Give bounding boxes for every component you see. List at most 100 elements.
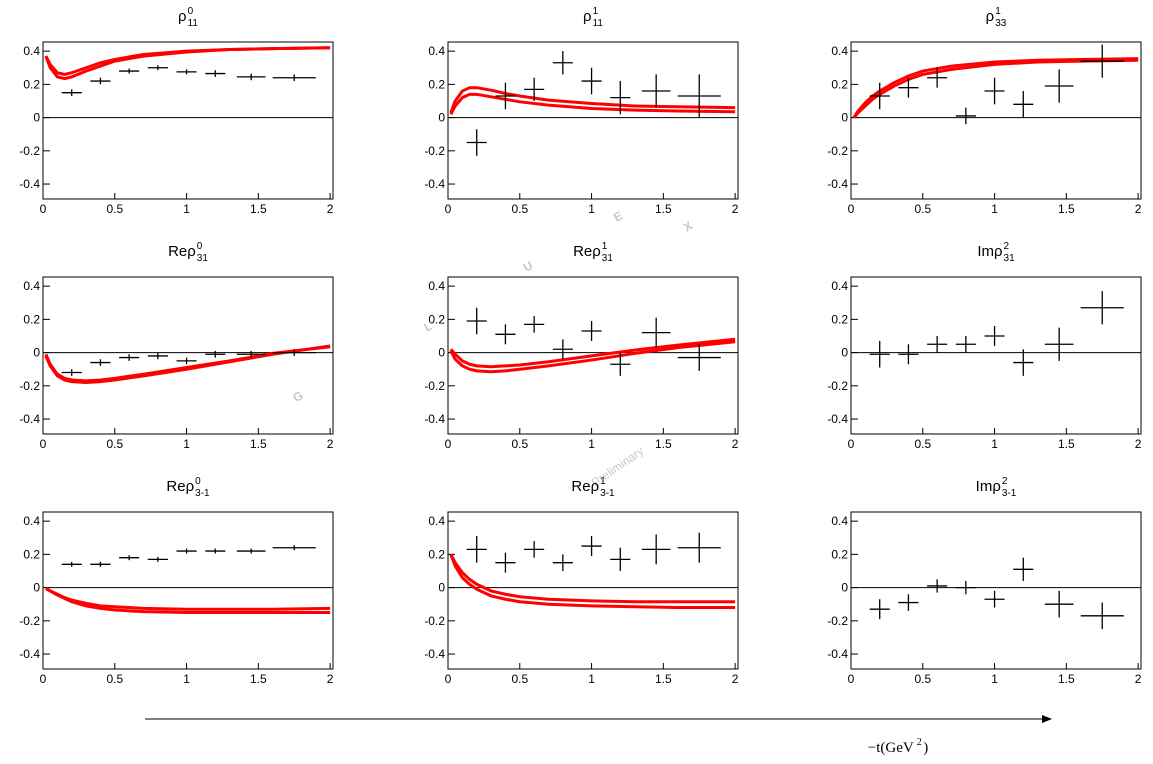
logo-letter: X [681, 218, 695, 234]
title-group: −t(GeV 2) [868, 737, 929, 756]
x-tick-label: 0 [40, 437, 47, 451]
y-tick-label: -0.4 [424, 647, 445, 661]
x-tick-label: 1.5 [250, 672, 267, 686]
x-tick-label: 0.5 [511, 437, 528, 451]
y-tick-label: 0 [438, 346, 445, 360]
title-sup: 1 [602, 241, 608, 252]
x-tick-label: 2 [732, 437, 739, 451]
x-tick-label: 2 [327, 672, 334, 686]
x-tick-label: 2 [1135, 437, 1142, 451]
x-tick-label: 0.5 [511, 202, 528, 216]
title-sup: 0 [197, 241, 203, 252]
title-sup: 2 [1002, 476, 1008, 487]
model-curve [449, 337, 736, 369]
title-base: Imρ [976, 478, 1001, 495]
y-tick-label: 0.2 [831, 312, 848, 326]
x-tick-label: 1.5 [655, 202, 672, 216]
title-sup: 1 [600, 476, 606, 487]
title-group: Imρ 231 [977, 241, 1015, 264]
logo-letter: E [611, 208, 625, 224]
title-sup: 2 [917, 737, 922, 748]
title-group: ρ 133 [986, 6, 1007, 29]
title-group: Reρ 131 [573, 241, 613, 264]
title-base: Reρ [573, 243, 601, 260]
x-tick-label: 2 [327, 437, 334, 451]
y-tick-label: -0.2 [424, 144, 445, 158]
title-base: ρ [986, 8, 995, 25]
title-sup: 0 [188, 6, 194, 17]
plot-frame [42, 276, 334, 435]
x-tick-label: 1 [183, 437, 190, 451]
x-tick-label: 1 [991, 437, 998, 451]
x-tick-label: 2 [1135, 202, 1142, 216]
title-group: ρ 111 [583, 6, 603, 29]
title-sub: 31 [602, 253, 614, 264]
model-curve [45, 587, 331, 615]
title-sup: 2 [1004, 241, 1010, 252]
y-tick-label: -0.2 [19, 379, 40, 393]
y-tick-label: 0.2 [831, 77, 848, 91]
plot-frame [42, 511, 334, 670]
x-tick-label: 2 [327, 202, 334, 216]
y-tick-label: 0 [841, 581, 848, 595]
label-end: ) [923, 740, 928, 756]
y-tick-label: -0.4 [424, 177, 445, 191]
x-tick-label: 0.5 [914, 202, 931, 216]
title-sub: 31 [1004, 253, 1016, 264]
y-tick-label: -0.2 [19, 614, 40, 628]
title-sup: 0 [195, 476, 201, 487]
title-group: Reρ 13-1 [571, 476, 615, 499]
y-tick-label: 0.4 [831, 514, 848, 528]
x-tick-label: 1 [183, 672, 190, 686]
x-tick-label: 0.5 [106, 437, 123, 451]
x-tick-label: 0 [445, 437, 452, 451]
x-tick-label: 0 [848, 672, 855, 686]
title-sup: 1 [593, 6, 599, 17]
y-tick-label: 0.2 [23, 77, 40, 91]
panel: Imρ 23-10 0.5 1 1.5 2-0.4-0.200.20.4 [827, 476, 1141, 686]
x-tick-label: 0.5 [106, 672, 123, 686]
y-tick-label: -0.4 [19, 647, 40, 661]
title-sub: 3-1 [1002, 488, 1017, 499]
y-tick-label: 0.4 [831, 44, 848, 58]
title-base: Reρ [166, 478, 194, 495]
y-tick-label: -0.4 [19, 412, 40, 426]
y-tick-label: 0 [33, 111, 40, 125]
x-tick-label: 1.5 [1058, 437, 1075, 451]
y-tick-label: 0 [438, 581, 445, 595]
title-sup: 1 [995, 6, 1001, 17]
x-tick-label: 1.5 [1058, 202, 1075, 216]
title-group: Reρ 031 [168, 241, 208, 264]
title-sub: 11 [188, 18, 199, 29]
title-base: −t(GeV [868, 740, 914, 756]
arrow-head [1042, 715, 1052, 723]
title-sub: 3-1 [600, 488, 615, 499]
x-tick-label: 1 [183, 202, 190, 216]
y-tick-label: -0.2 [424, 379, 445, 393]
y-tick-label: 0.4 [428, 44, 445, 58]
plot-frame [850, 276, 1142, 435]
plot-frame [850, 41, 1142, 200]
y-tick-label: 0 [33, 346, 40, 360]
x-tick-label: 0.5 [511, 672, 528, 686]
x-tick-label: 1.5 [655, 672, 672, 686]
plot-frame [447, 511, 739, 670]
y-tick-label: -0.2 [827, 379, 848, 393]
model-curve [449, 340, 736, 374]
x-tick-label: 1.5 [250, 437, 267, 451]
y-tick-label: -0.4 [827, 177, 848, 191]
x-tick-label: 0 [445, 202, 452, 216]
y-tick-label: 0.4 [831, 279, 848, 293]
title-base: Imρ [977, 243, 1002, 260]
x-tick-label: 1 [588, 672, 595, 686]
x-tick-label: 2 [732, 202, 739, 216]
x-tick-label: 2 [732, 672, 739, 686]
model-curve [44, 345, 331, 383]
plot-frame [447, 41, 739, 200]
y-tick-label: -0.2 [827, 614, 848, 628]
